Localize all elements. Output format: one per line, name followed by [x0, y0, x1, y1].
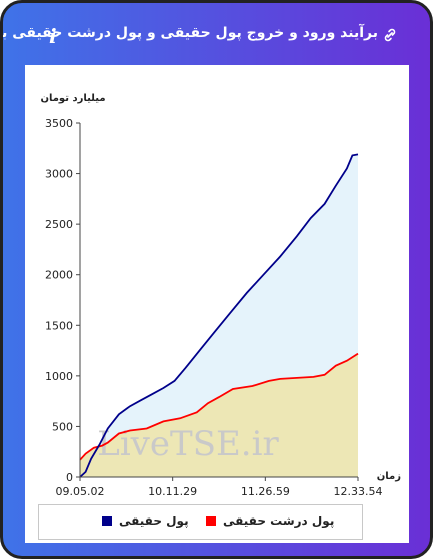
series-lines	[79, 153, 359, 478]
y-tick-label: 2500	[45, 218, 73, 231]
y-tick-label: 1000	[45, 370, 73, 383]
legend: پول حقیقی پول درشت حقیقی	[38, 504, 363, 540]
y-tick-label: 3000	[45, 168, 73, 181]
info-icon[interactable]: i	[49, 24, 57, 48]
x-tick-label: 09.05.02	[56, 485, 105, 498]
watermark-layer: LiveTSE.ir	[97, 424, 279, 464]
chart-title: برآیند ورود و خروج پول حقیقی و پول درشت …	[2, 25, 378, 41]
x-tick-label: 12.33.54	[334, 485, 383, 498]
chart-plot: LiveTSE.ir 05001000150020002500300035000…	[40, 93, 401, 498]
card-header: برآیند ورود و خروج پول حقیقی و پول درشت …	[2, 3, 430, 65]
y-tick-label: 0	[66, 471, 73, 484]
x-tick-label: 10.11.29	[148, 485, 197, 498]
area-big-real-money	[80, 353, 358, 477]
y-tick-label: 2000	[45, 269, 73, 282]
series-line-big-real-money	[79, 352, 359, 461]
y-tick-label: 3500	[45, 117, 73, 130]
legend-swatch-real-money	[102, 516, 112, 526]
y-tick-label: 1500	[45, 319, 73, 332]
link-icon[interactable]	[382, 27, 398, 43]
legend-swatch-big-real-money	[206, 516, 216, 526]
axes: 0 500 1000 1500 2000 2500 3000 3500 09.05.02 10.1…	[40, 93, 401, 498]
y-axis-label: میلیارد تومان	[40, 93, 105, 104]
watermark: LiveTSE.ir	[97, 424, 279, 464]
legend-label-real-money: پول حقیقی	[119, 514, 189, 528]
y-tick-label: 500	[52, 420, 73, 433]
x-axis-label: زمان	[377, 471, 401, 482]
legend-label-big-real-money: پول درشت حقیقی	[223, 514, 335, 528]
series-line-real-money	[79, 153, 359, 478]
x-tick-label: 11.26.59	[241, 485, 290, 498]
